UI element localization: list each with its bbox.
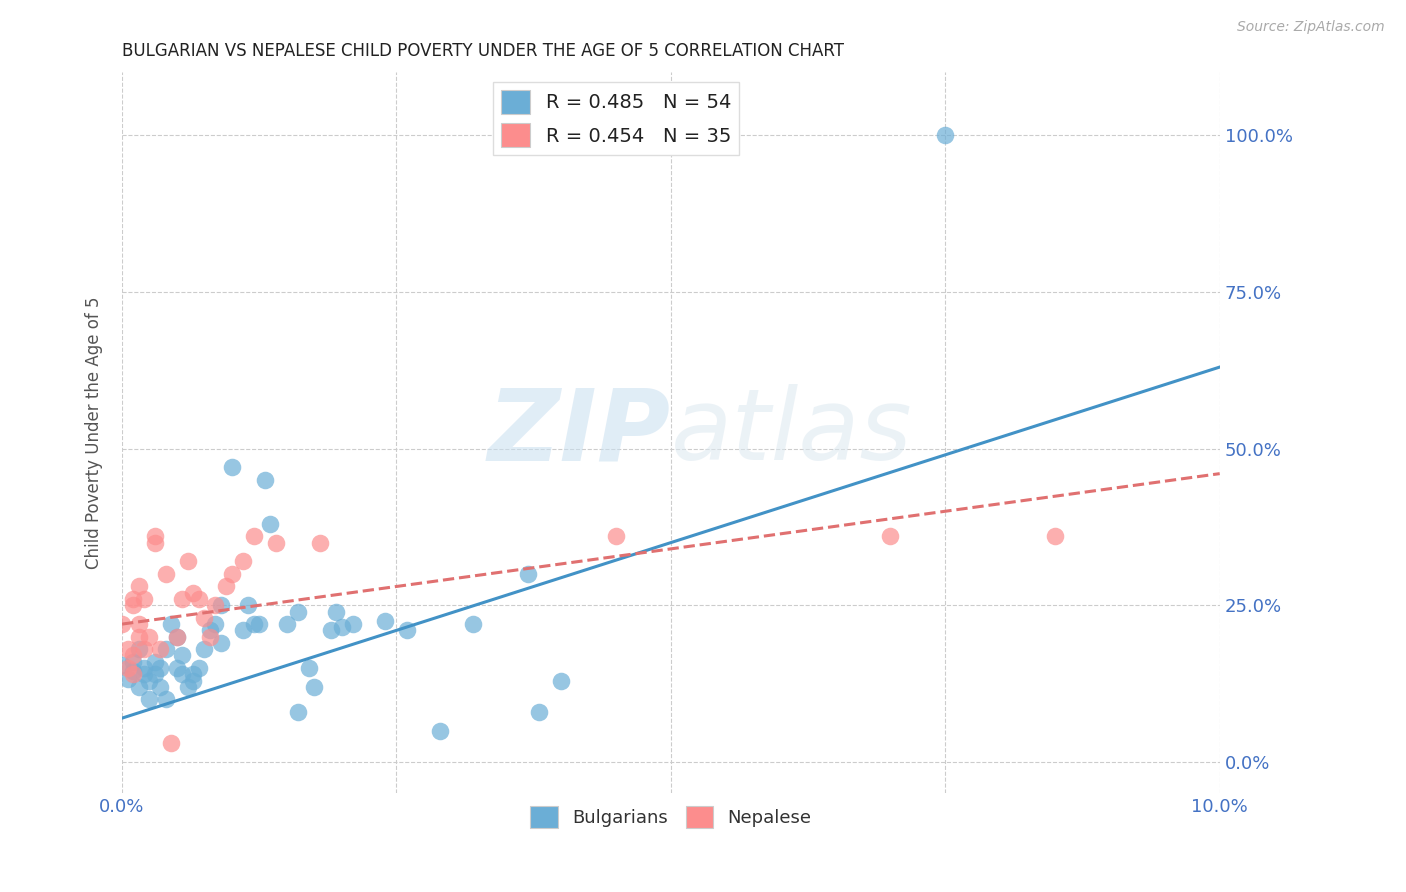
Point: [253, 473, 276, 487]
Point: [155, 566, 177, 581]
Point: [128, 617, 150, 632]
Point: [934, 128, 956, 142]
Point: [221, 460, 243, 475]
Point: [204, 599, 226, 613]
Point: [215, 579, 238, 593]
Point: [264, 535, 287, 549]
Point: [172, 648, 194, 663]
Point: [242, 529, 264, 543]
Point: [149, 661, 172, 675]
Point: [128, 579, 150, 593]
Point: [527, 705, 550, 719]
Point: [232, 624, 254, 638]
Point: [143, 655, 166, 669]
Point: [198, 624, 221, 638]
Point: [117, 661, 139, 675]
Point: [183, 586, 205, 600]
Point: [879, 529, 901, 543]
Point: [166, 661, 188, 675]
Point: [198, 630, 221, 644]
Point: [138, 630, 160, 644]
Point: [232, 554, 254, 568]
Point: [242, 617, 264, 632]
Point: [111, 658, 134, 673]
Point: [1043, 529, 1066, 543]
Point: [183, 673, 205, 688]
Point: [308, 535, 330, 549]
Point: [259, 516, 281, 531]
Point: [128, 642, 150, 657]
Point: [155, 642, 177, 657]
Point: [517, 566, 540, 581]
Point: [117, 672, 139, 686]
Point: [149, 680, 172, 694]
Point: [238, 599, 260, 613]
Point: [298, 661, 321, 675]
Point: [209, 636, 232, 650]
Point: [122, 664, 145, 678]
Point: [172, 667, 194, 681]
Point: [166, 630, 188, 644]
Point: [330, 620, 353, 634]
Point: [128, 630, 150, 644]
Point: [247, 617, 270, 632]
Y-axis label: Child Poverty Under the Age of 5: Child Poverty Under the Age of 5: [86, 297, 103, 569]
Point: [209, 599, 232, 613]
Point: [132, 592, 155, 607]
Point: [122, 648, 145, 663]
Point: [319, 624, 342, 638]
Point: [193, 611, 215, 625]
Point: [429, 723, 451, 738]
Legend: Bulgarians, Nepalese: Bulgarians, Nepalese: [523, 798, 818, 835]
Point: [550, 673, 572, 688]
Point: [193, 642, 215, 657]
Point: [287, 705, 309, 719]
Point: [122, 667, 145, 681]
Point: [122, 599, 145, 613]
Point: [187, 592, 209, 607]
Point: [374, 614, 396, 628]
Point: [143, 535, 166, 549]
Point: [155, 692, 177, 706]
Point: [160, 617, 183, 632]
Point: [122, 655, 145, 669]
Point: [132, 661, 155, 675]
Point: [287, 605, 309, 619]
Point: [138, 673, 160, 688]
Point: [132, 642, 155, 657]
Point: [117, 642, 139, 657]
Point: [177, 680, 200, 694]
Text: atlas: atlas: [671, 384, 912, 482]
Point: [302, 680, 325, 694]
Point: [143, 667, 166, 681]
Point: [143, 529, 166, 543]
Point: [342, 617, 364, 632]
Point: [166, 630, 188, 644]
Point: [463, 617, 485, 632]
Point: [183, 667, 205, 681]
Point: [396, 624, 419, 638]
Point: [605, 529, 627, 543]
Point: [276, 617, 298, 632]
Point: [187, 661, 209, 675]
Point: [138, 692, 160, 706]
Point: [122, 592, 145, 607]
Point: [325, 605, 347, 619]
Point: [204, 617, 226, 632]
Point: [128, 680, 150, 694]
Point: [149, 642, 172, 657]
Point: [132, 667, 155, 681]
Text: ZIP: ZIP: [488, 384, 671, 482]
Point: [221, 566, 243, 581]
Text: BULGARIAN VS NEPALESE CHILD POVERTY UNDER THE AGE OF 5 CORRELATION CHART: BULGARIAN VS NEPALESE CHILD POVERTY UNDE…: [122, 42, 844, 60]
Point: [160, 736, 183, 750]
Point: [177, 554, 200, 568]
Point: [111, 617, 134, 632]
Text: Source: ZipAtlas.com: Source: ZipAtlas.com: [1237, 20, 1385, 34]
Point: [172, 592, 194, 607]
